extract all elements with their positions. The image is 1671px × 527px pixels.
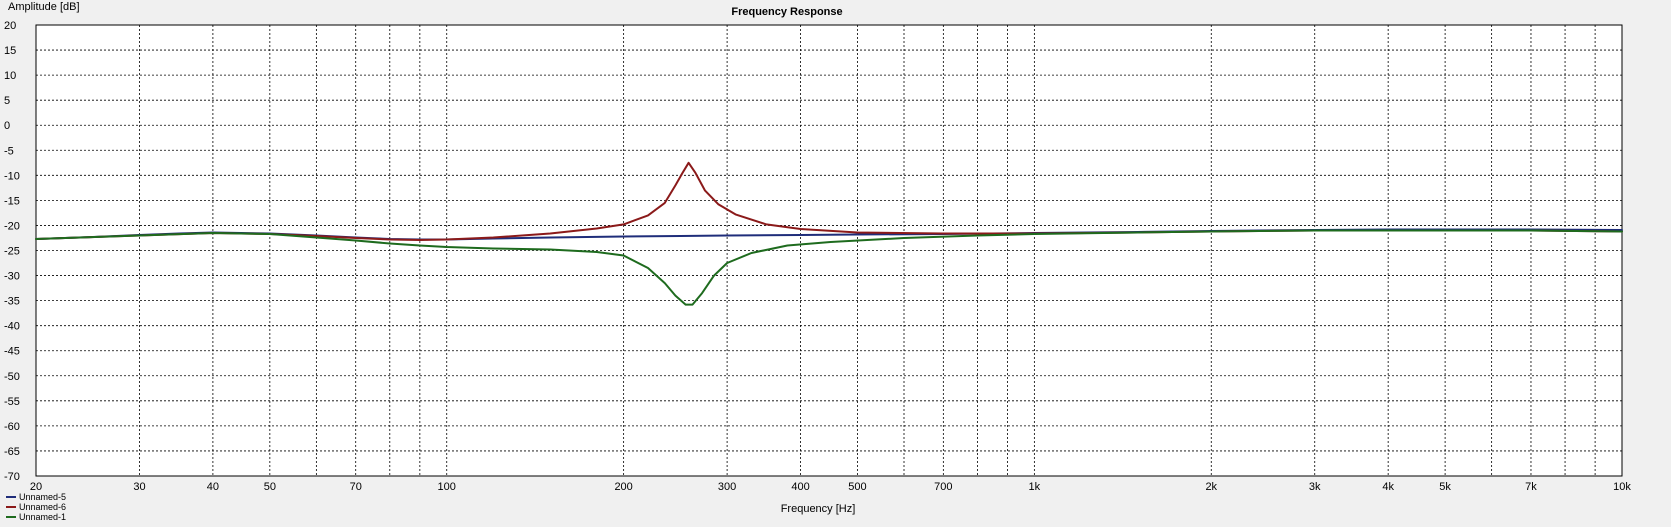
x-tick-label: 40 [207, 481, 219, 493]
y-axis-title: Amplitude [dB] [8, 1, 80, 13]
x-tick-label: 200 [614, 481, 632, 493]
y-tick-label: -70 [4, 471, 20, 483]
y-tick-label: -45 [4, 346, 20, 358]
y-tick-label: -10 [4, 170, 20, 182]
x-tick-label: 3k [1309, 481, 1321, 493]
x-tick-label: 20 [30, 481, 42, 493]
x-tick-label: 300 [718, 481, 736, 493]
legend-entry: Unnamed-6 [19, 502, 66, 512]
y-tick-label: 20 [4, 20, 16, 32]
y-tick-label: -25 [4, 246, 20, 258]
series-line-unnamed-1 [35, 229, 1623, 306]
x-tick-label: 7k [1525, 481, 1537, 493]
x-tick-label: 500 [848, 481, 866, 493]
y-tick-label: -15 [4, 195, 20, 207]
x-tick-label: 400 [791, 481, 809, 493]
y-tick-label: -30 [4, 271, 20, 283]
y-tick-label: 0 [4, 120, 10, 132]
y-tick-label: -35 [4, 296, 20, 308]
y-tick-label: 10 [4, 70, 16, 82]
x-tick-label: 1k [1029, 481, 1041, 493]
legend-entry: Unnamed-5 [19, 492, 66, 502]
y-tick-label: 5 [4, 95, 10, 107]
x-tick-label: 30 [133, 481, 145, 493]
y-tick-label: 15 [4, 45, 16, 57]
series-lines [35, 161, 1623, 306]
chart-title: Frequency Response [731, 6, 842, 18]
y-tick-label: -40 [4, 321, 20, 333]
legend-entry: Unnamed-1 [19, 512, 66, 522]
x-tick-label: 700 [934, 481, 952, 493]
x-tick-label: 100 [438, 481, 456, 493]
x-tick-label: 5k [1439, 481, 1451, 493]
x-tick-label: 2k [1205, 481, 1217, 493]
x-tick-labels: 20 30 40 50 70 100 200 300 400 500 700 1k 2k 3k 4k 5k 7k… [30, 481, 1631, 493]
x-tick-label: 10k [1613, 481, 1631, 493]
grid-lines [36, 25, 1622, 476]
y-tick-label: -65 [4, 446, 20, 458]
y-tick-labels: 20 15 10 5 0 -5 -10 -15 -20 -25 -30 -35 -40 -45 -50 -55… [4, 20, 20, 483]
y-tick-label: -5 [4, 145, 14, 157]
y-tick-label: -20 [4, 220, 20, 232]
y-tick-label: -50 [4, 371, 20, 383]
x-tick-label: 4k [1382, 481, 1394, 493]
x-tick-label: 70 [350, 481, 362, 493]
y-tick-label: -60 [4, 421, 20, 433]
y-tick-label: -55 [4, 396, 20, 408]
x-tick-label: 50 [264, 481, 276, 493]
x-axis-title: Frequency [Hz] [781, 503, 856, 515]
